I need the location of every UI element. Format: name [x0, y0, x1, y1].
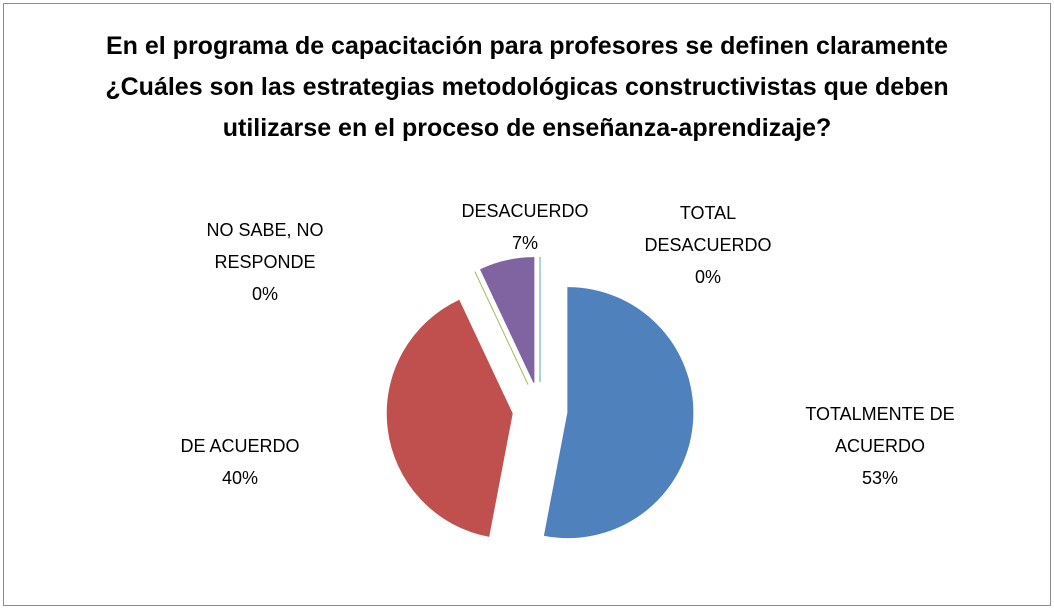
- category-label: TOTALMENTE DE ACUERDO: [805, 404, 955, 456]
- category-label: TOTAL DESACUERDO: [644, 203, 772, 255]
- data-label: DESACUERDO 7%: [430, 195, 620, 259]
- data-label: DE ACUERDO 40%: [145, 430, 335, 494]
- chart-frame: [3, 3, 1051, 606]
- data-label: TOTAL DESACUERDO 0%: [638, 197, 778, 293]
- category-label: NO SABE, NO RESPONDE: [206, 220, 324, 272]
- chart-title: En el programa de capacitación para prof…: [105, 32, 949, 142]
- category-label: DESACUERDO: [461, 201, 589, 221]
- pie-slice: [386, 299, 513, 537]
- value-label: 53%: [861, 468, 899, 488]
- pie-slice: [543, 287, 694, 539]
- pie-slice: [480, 257, 535, 383]
- value-label: 0%: [251, 284, 278, 304]
- category-label: DE ACUERDO: [180, 436, 300, 456]
- value-label: 40%: [221, 468, 259, 488]
- value-label: 7%: [511, 233, 538, 253]
- value-label: 0%: [694, 267, 721, 287]
- data-label: TOTALMENTE DE ACUERDO 53%: [790, 398, 970, 494]
- data-label: NO SABE, NO RESPONDE 0%: [185, 214, 345, 310]
